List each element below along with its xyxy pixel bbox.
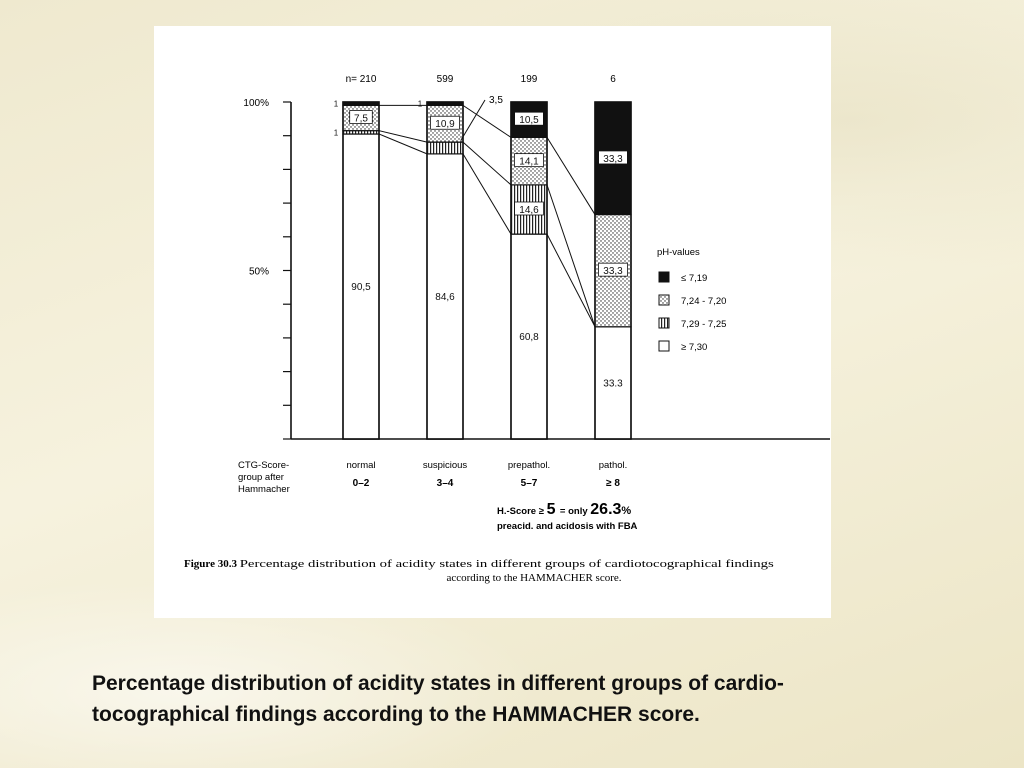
segment-label: 1 bbox=[334, 100, 339, 109]
segment-label: 33,3 bbox=[603, 154, 623, 165]
legend-swatch bbox=[658, 317, 670, 329]
figure-caption-label: Figure 30.3 bbox=[184, 558, 240, 570]
figure-panel: 100% 50% 90,5 1 7,5 1 84,6 10,9 1 60,8 14,6 14,1 10… bbox=[154, 26, 831, 618]
figure-caption-text: Percentage distribution of acidity state… bbox=[240, 558, 774, 570]
annotation-score: 5 bbox=[547, 501, 560, 518]
bar-outline bbox=[342, 101, 380, 440]
segment-label-box bbox=[598, 262, 628, 277]
connector-line bbox=[546, 137, 596, 215]
bar-outline bbox=[594, 101, 632, 440]
category-name-label: normal bbox=[346, 460, 375, 471]
segment-label-box bbox=[430, 288, 460, 302]
legend-swatch bbox=[658, 340, 670, 352]
annotation-mid: = only bbox=[560, 506, 590, 517]
slide-caption-line-2: tocographical findings according to the … bbox=[92, 703, 700, 726]
category-n-label: 6 bbox=[610, 74, 616, 85]
annotation-line-2: preacid. and acidosis with FBA bbox=[497, 521, 638, 532]
callout-line bbox=[460, 99, 486, 141]
legend-label: 7,24 - 7,20 bbox=[681, 296, 726, 307]
annotation-prefix: H.-Score ≥ bbox=[497, 506, 547, 517]
category-name-label: prepathol. bbox=[508, 460, 550, 471]
segment-label: 10,5 bbox=[519, 115, 539, 126]
figure-caption-line-1: Figure 30.3 Percentage distribution of a… bbox=[184, 558, 774, 570]
y-tick-label: 50% bbox=[249, 267, 269, 278]
annotation-line-1: H.-Score ≥ 5 = only 26.3% bbox=[497, 501, 631, 518]
segment-label: 14,6 bbox=[519, 205, 539, 216]
connector-line bbox=[462, 104, 512, 138]
connector-line bbox=[462, 153, 512, 235]
annotation-value: 26.3 bbox=[590, 501, 621, 518]
category-n-label: 599 bbox=[437, 74, 454, 85]
legend-label: ≥ 7,30 bbox=[681, 342, 707, 353]
segment-label: 7,5 bbox=[354, 114, 368, 125]
stacked-bar-chart: 100% 50% 90,5 1 7,5 1 84,6 10,9 1 60,8 14,6 14,1 10… bbox=[184, 74, 830, 584]
category-range-label: 0–2 bbox=[353, 478, 370, 489]
slide-caption: Percentage distribution of acidity state… bbox=[92, 668, 952, 730]
category-range-label: ≥ 8 bbox=[606, 478, 620, 489]
segment-label-box bbox=[514, 201, 544, 216]
connector-line bbox=[378, 130, 428, 143]
x-axis-title-line: Hammacher bbox=[238, 484, 290, 495]
segment-label-box bbox=[598, 375, 628, 389]
connector-line bbox=[462, 141, 512, 186]
segment-label: 60,8 bbox=[519, 332, 539, 343]
segment-label: 14,1 bbox=[519, 157, 539, 168]
segment-label-box bbox=[430, 115, 460, 130]
bar-segment bbox=[426, 141, 464, 155]
segment-label-box bbox=[514, 329, 544, 343]
category-name-label: pathol. bbox=[599, 460, 628, 471]
category-n-label: 199 bbox=[521, 74, 538, 85]
slide-caption-line-1: Percentage distribution of acidity state… bbox=[92, 672, 784, 695]
bar-outline bbox=[510, 101, 548, 440]
segment-label: 10,9 bbox=[435, 119, 455, 130]
legend-swatch bbox=[658, 294, 670, 306]
callout-label: 3,5 bbox=[489, 95, 503, 106]
legend-title: pH-values bbox=[657, 247, 700, 258]
connector-line bbox=[378, 133, 428, 155]
category-range-label: 3–4 bbox=[437, 478, 454, 489]
segment-label: 90,5 bbox=[351, 282, 371, 293]
category-name-label: suspicious bbox=[423, 460, 468, 471]
category-n-label: n= 210 bbox=[346, 74, 377, 85]
figure-caption-line-2: according to the HAMMACHER score. bbox=[446, 572, 621, 584]
segment-label-box bbox=[349, 110, 373, 124]
segment-label-box bbox=[514, 153, 544, 168]
annotation-suffix: % bbox=[621, 505, 631, 517]
connector-line bbox=[546, 233, 596, 328]
segment-label: 1 bbox=[334, 128, 339, 137]
segment-label-box bbox=[598, 150, 628, 165]
category-range-label: 5–7 bbox=[521, 478, 538, 489]
legend-label: ≤ 7,19 bbox=[681, 273, 707, 284]
x-axis-title-line: CTG-Score- bbox=[238, 460, 289, 471]
legend-label: 7,29 - 7,25 bbox=[681, 319, 726, 330]
segment-label: 1 bbox=[418, 100, 423, 109]
connector-line bbox=[546, 184, 596, 327]
bar-outline bbox=[426, 101, 464, 440]
segment-label: 33,3 bbox=[603, 266, 623, 277]
segment-label: 33.3 bbox=[603, 378, 623, 389]
segment-label-box bbox=[346, 279, 376, 293]
segment-label: 84,6 bbox=[435, 292, 455, 303]
x-axis-title-line: group after bbox=[238, 472, 284, 483]
segment-label-box bbox=[514, 111, 544, 126]
legend-swatch bbox=[658, 271, 670, 283]
y-tick-label: 100% bbox=[243, 98, 269, 109]
